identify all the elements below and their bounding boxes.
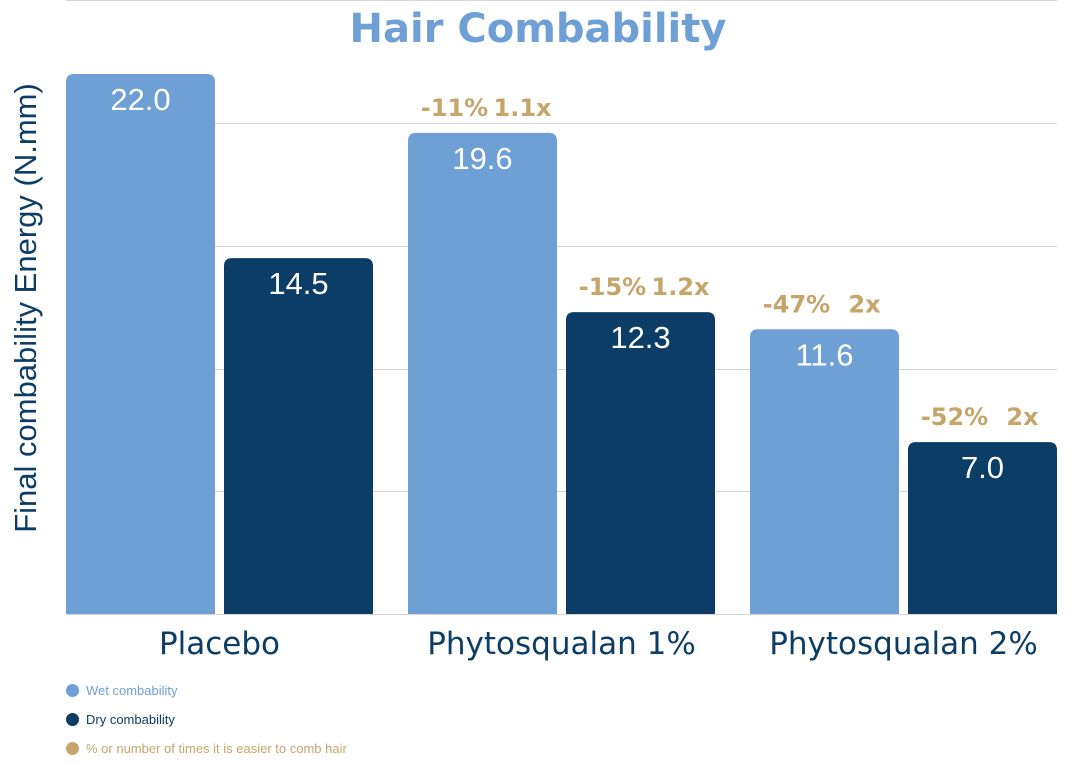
bar-wet-0 [66,74,215,614]
legend-label-easier: % or number of times it is easier to com… [86,741,347,756]
legend-swatch-dry [66,713,79,726]
annotation-percent-wet-2: -47% [763,290,830,318]
annotation-factor-dry-1: 1.2x [652,273,711,301]
legend-label-wet: Wet combability [86,683,178,698]
category-labels: Placebo Phytosqualan 1% Phytosqualan 2% [159,626,1038,662]
category-label-2: Phytosqualan 2% [769,626,1038,662]
annotation-factor-wet-1: 1.1x [494,94,553,122]
data-label-wet-2: 11.6 [795,337,853,372]
annotation-percent-wet-1: -11% [421,94,488,122]
data-label-wet-0: 22.0 [110,82,170,117]
y-axis-label: Final combability Energy (N.mm) [8,83,43,533]
bar-dry-1 [566,312,715,614]
annotation-factor-wet-2: 2x [848,290,881,318]
value-labels: 22.0 14.5 19.6 12.3 11.6 7.0 [110,82,1004,485]
data-label-dry-1: 12.3 [610,320,670,355]
bar-dry-0 [224,258,373,614]
legend-item-dry: Dry combability [66,705,347,734]
data-label-wet-1: 19.6 [452,141,512,176]
legend-item-easier: % or number of times it is easier to com… [66,734,347,763]
chart-title: Hair Combability [350,6,727,52]
annotation-percent-dry-1: -15% [579,273,646,301]
legend-swatch-wet [66,684,79,697]
annotation-percent-dry-2: -52% [921,403,988,431]
legend-label-dry: Dry combability [86,712,175,727]
data-label-dry-0: 14.5 [268,266,328,301]
bar-wet-2 [750,329,899,614]
category-label-1: Phytosqualan 1% [427,626,696,662]
legend-swatch-easier [66,742,79,755]
bar-wet-1 [408,132,557,614]
bar-dry-2 [908,442,1057,614]
annotation-factor-dry-2: 2x [1006,403,1039,431]
legend-item-wet: Wet combability [66,676,347,705]
data-label-dry-2: 7.0 [961,450,1004,485]
category-label-0: Placebo [159,626,280,662]
chart-legend: Wet combability Dry combability % or num… [66,676,347,763]
bars [66,74,1057,614]
annotations: -11% 1.1x -15% 1.2x -47% 2x -52% 2x [421,94,1039,431]
